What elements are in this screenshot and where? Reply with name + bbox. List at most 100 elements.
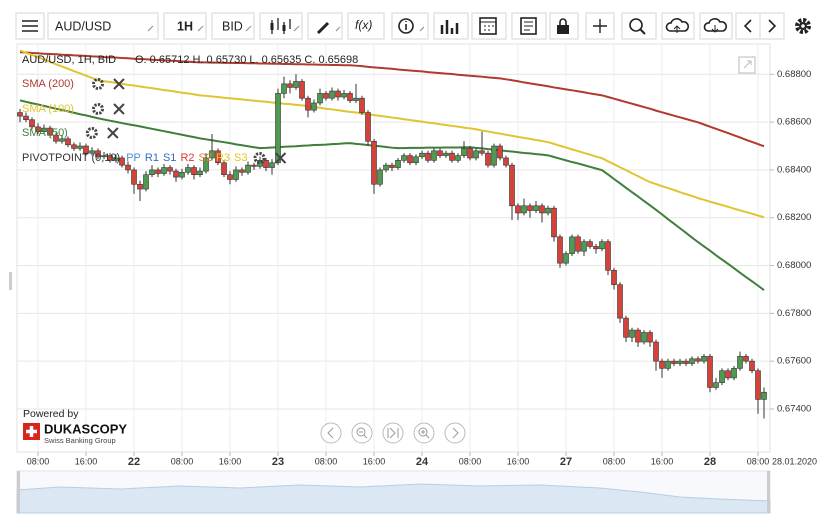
- info-button[interactable]: [391, 12, 429, 40]
- side-handle[interactable]: [9, 272, 12, 290]
- settings-button[interactable]: [795, 18, 811, 34]
- candle-body: [23, 115, 29, 121]
- candle-body: [305, 97, 311, 111]
- pivot-level: S3: [234, 152, 247, 164]
- candle-body: [563, 253, 569, 264]
- candle-body: [647, 332, 653, 343]
- side-select[interactable]: BID: [211, 12, 255, 40]
- zoom-controls: [320, 422, 466, 444]
- indicator-settings[interactable]: [91, 78, 104, 90]
- legend-entry: SMA (50): [22, 127, 68, 139]
- indicator-settings[interactable]: [253, 152, 266, 164]
- candle-body: [275, 93, 281, 164]
- scroll-right[interactable]: [444, 422, 466, 444]
- pivot-level: R3: [216, 152, 230, 164]
- news-button[interactable]: [511, 12, 547, 40]
- zoom-out[interactable]: [351, 422, 373, 444]
- pivot-level: R1: [145, 152, 159, 164]
- reset-view[interactable]: [382, 422, 404, 444]
- candle-body: [191, 167, 197, 175]
- candle-body: [395, 160, 401, 168]
- candle-body: [383, 164, 389, 171]
- candle-body: [527, 205, 533, 211]
- grid: [17, 44, 770, 452]
- menu-button[interactable]: [15, 12, 45, 40]
- indicator-settings[interactable]: [91, 103, 104, 115]
- indicator-settings[interactable]: [85, 127, 98, 139]
- candle-body: [161, 167, 167, 174]
- upload-button[interactable]: [661, 12, 695, 40]
- candle-body: [95, 150, 101, 158]
- y-tick-label: 0.68000: [777, 260, 811, 271]
- candle-body: [71, 144, 77, 149]
- gear-icon: [91, 78, 104, 90]
- indicator-remove[interactable]: [274, 152, 287, 164]
- candle-body: [605, 241, 611, 271]
- candle-body: [179, 172, 185, 178]
- candle-body: [137, 183, 143, 190]
- candle-body: [119, 157, 125, 166]
- candle-body: [281, 83, 287, 94]
- candle-body: [341, 93, 347, 98]
- candle-body: [569, 236, 575, 254]
- candle-body: [755, 370, 761, 400]
- x-tick-label: 08:00: [747, 456, 770, 466]
- chart-type-button[interactable]: [259, 12, 303, 40]
- period: 1H: [177, 19, 193, 33]
- volume-button[interactable]: [433, 12, 469, 40]
- y-tick-label: 0.68800: [777, 69, 811, 80]
- candle-body: [59, 138, 65, 142]
- candle-body: [599, 241, 605, 250]
- candle-body: [323, 93, 329, 99]
- x-tick-label: 08:00: [603, 456, 626, 466]
- x-tick-label: 23: [272, 456, 284, 468]
- x-tick-label: 27: [560, 456, 572, 468]
- candle-body: [497, 145, 503, 159]
- gear-icon: [253, 152, 266, 164]
- candle-body: [35, 126, 41, 132]
- candle-body: [359, 97, 365, 113]
- candle-body: [761, 391, 767, 400]
- lock-button[interactable]: [549, 12, 579, 40]
- period-select[interactable]: 1H: [163, 12, 207, 40]
- candle-body: [227, 174, 233, 180]
- prev-button[interactable]: [735, 12, 761, 40]
- symbol-select[interactable]: AUD/USD: [47, 12, 159, 40]
- candle-body: [389, 164, 395, 168]
- zoom-button[interactable]: [621, 12, 657, 40]
- candle-body: [293, 81, 299, 88]
- candle-body: [131, 169, 137, 185]
- indicators-button[interactable]: f(x): [347, 12, 385, 40]
- candle-body: [425, 152, 431, 161]
- sma-line: [19, 49, 765, 219]
- candle-body: [215, 150, 221, 164]
- indicator-remove[interactable]: [113, 78, 125, 90]
- navigator[interactable]: [16, 470, 771, 514]
- candle-body: [575, 236, 581, 252]
- candle-body: [251, 164, 257, 167]
- candle-body: [695, 358, 701, 362]
- y-tick-label: 0.68400: [777, 164, 811, 175]
- pivot-level: S2: [199, 152, 212, 164]
- indicator-remove[interactable]: [107, 127, 119, 139]
- zoom-in[interactable]: [413, 422, 435, 444]
- indicator-remove[interactable]: [113, 103, 125, 115]
- expand-button[interactable]: [738, 56, 756, 74]
- plot-frame: [16, 43, 771, 453]
- x-tick-label: 08:00: [315, 456, 338, 466]
- fx: f(x): [355, 18, 372, 32]
- candle-body: [77, 145, 83, 149]
- candle-body: [287, 83, 293, 88]
- calendar-button[interactable]: [471, 12, 507, 40]
- candle-body: [89, 150, 95, 154]
- draw-button[interactable]: [307, 12, 343, 40]
- candle-body: [449, 152, 455, 161]
- scroll-left[interactable]: [320, 422, 342, 444]
- candle-body: [41, 127, 47, 132]
- next-button[interactable]: [759, 12, 785, 40]
- candle-body: [593, 246, 599, 250]
- candle-body: [149, 169, 155, 175]
- legend-title: AUD/USD, 1H, BID: [22, 54, 116, 66]
- download-button[interactable]: [699, 12, 733, 40]
- crosshair-button[interactable]: [585, 12, 615, 40]
